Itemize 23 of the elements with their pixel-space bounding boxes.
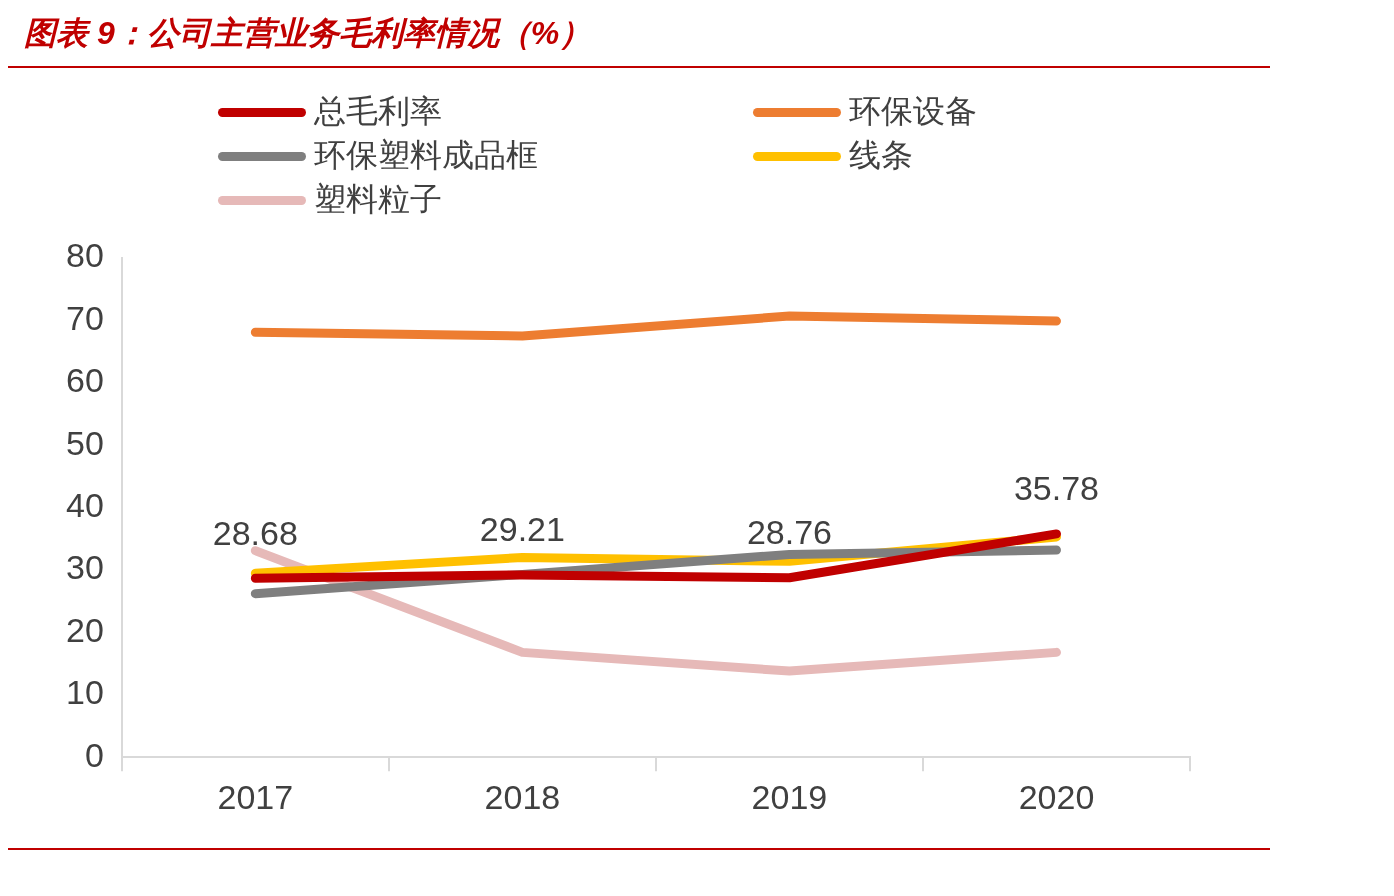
- legend-label: 环保设备: [849, 91, 977, 132]
- legend-label: 线条: [849, 135, 913, 176]
- data-label: 35.78: [1013, 469, 1100, 508]
- y-tick-label: 40: [65, 485, 104, 524]
- data-label: 28.68: [212, 513, 298, 552]
- legend-label: 环保塑料成品框: [314, 135, 538, 176]
- y-tick-label: 70: [65, 298, 104, 337]
- x-tick-label: 2019: [751, 777, 828, 816]
- x-tick-label: 2017: [217, 777, 294, 816]
- y-tick-label: 10: [65, 673, 104, 712]
- y-tick-label: 50: [65, 423, 104, 462]
- data-label: 28.76: [746, 513, 832, 552]
- x-tick-label: 2020: [1018, 777, 1095, 816]
- y-tick-label: 20: [65, 610, 104, 649]
- y-tick-label: 80: [65, 236, 104, 275]
- y-tick-label: 60: [65, 361, 104, 400]
- x-tick-label: 2018: [484, 777, 561, 816]
- legend-label: 总毛利率: [314, 91, 442, 132]
- y-tick-label: 0: [84, 735, 104, 774]
- data-label: 29.21: [479, 510, 565, 549]
- legend-label: 塑料粒子: [314, 179, 442, 220]
- chart-title: 图表 9：公司主营业务毛利率情况（%）: [8, 8, 1270, 68]
- y-tick-label: 30: [65, 548, 104, 587]
